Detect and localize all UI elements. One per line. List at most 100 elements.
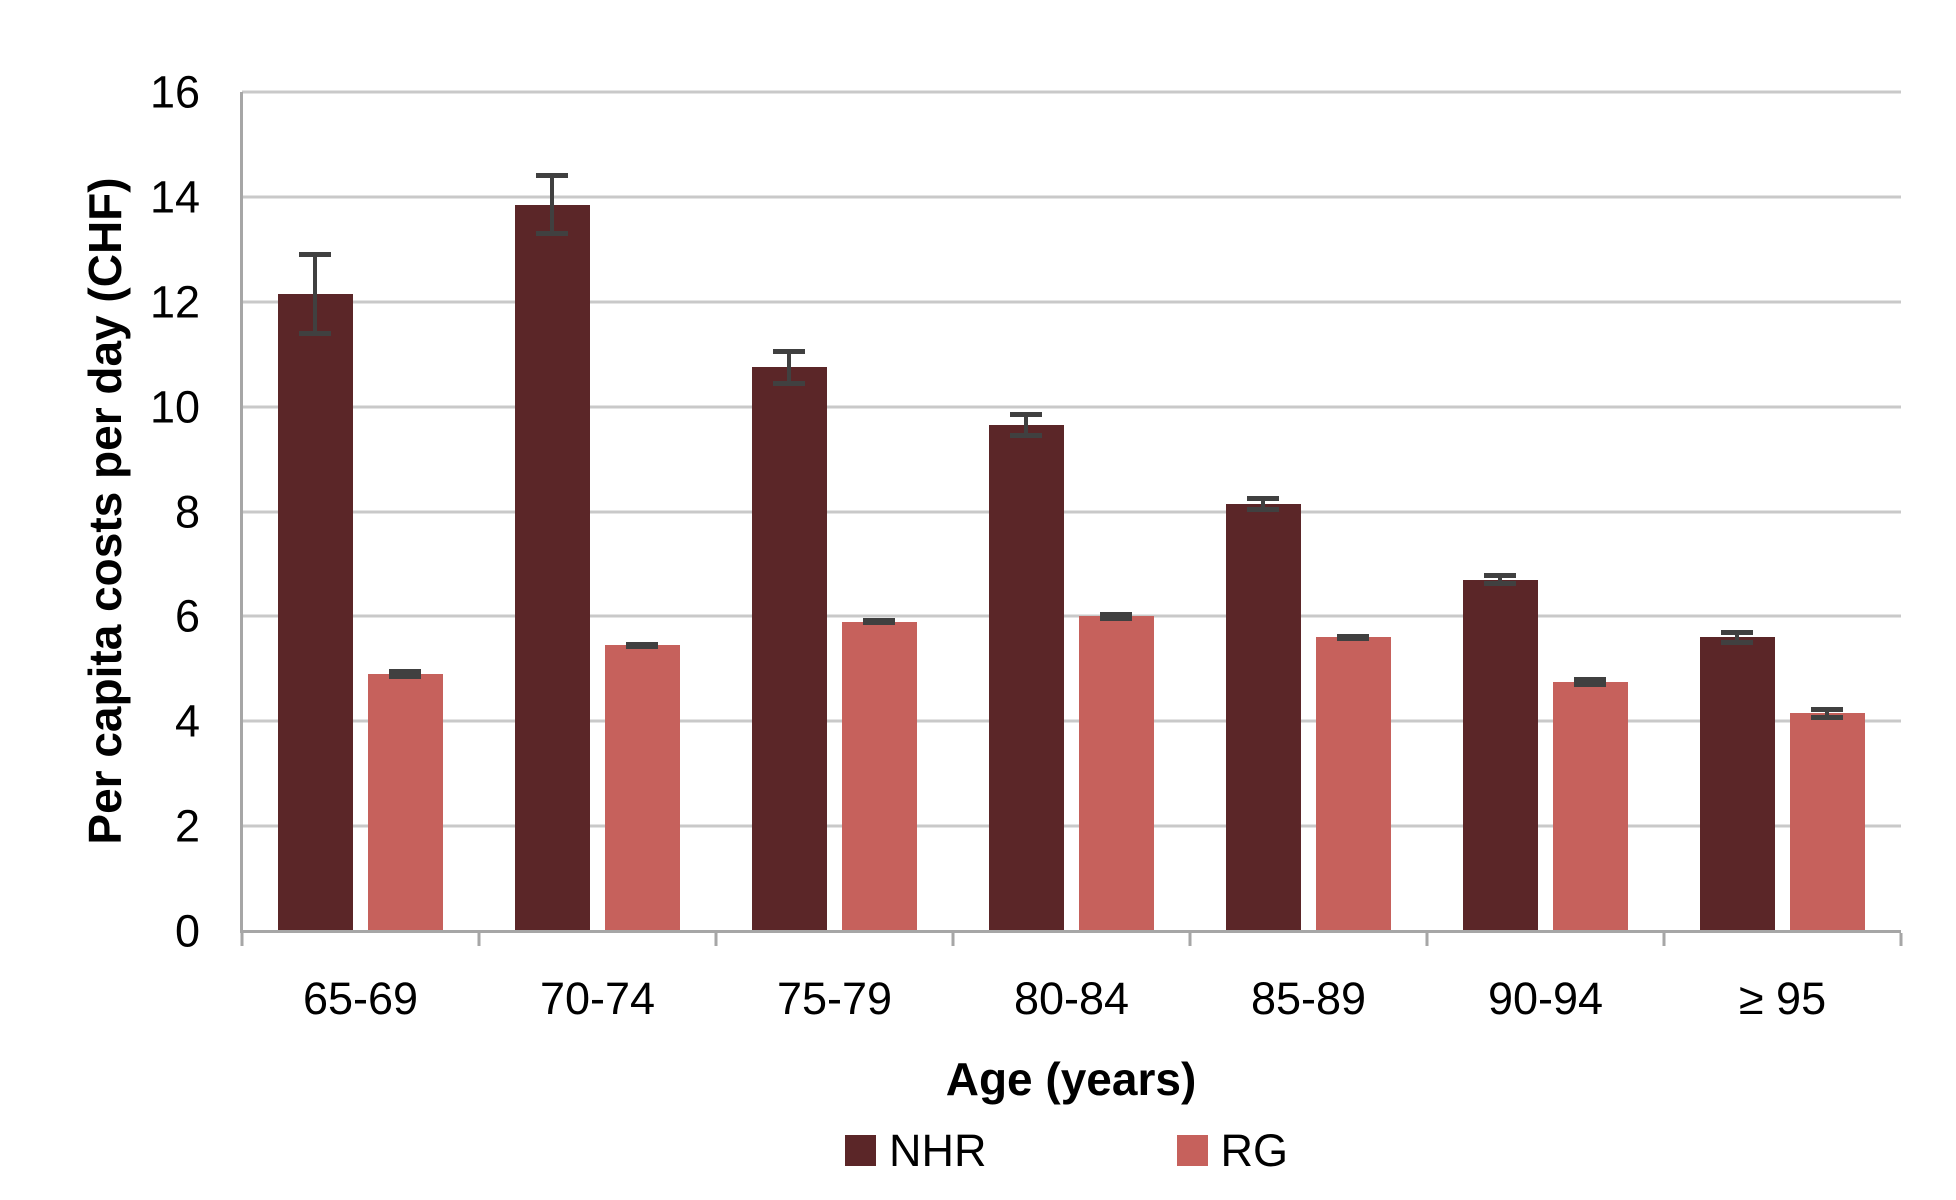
bar-rg [842,621,917,931]
x-axis-line [240,930,1901,933]
error-bar-stem [787,348,792,386]
x-tick-label: 90-94 [1487,973,1604,1024]
bar-group-90-94 [1427,92,1664,931]
bar-nhr [752,367,827,931]
error-bar-nhr [1247,495,1280,512]
error-bar-nhr [536,173,569,237]
error-bar-cap-bottom [626,643,659,649]
bar-group-70-74 [479,92,716,931]
error-bar-stem [1498,573,1503,586]
error-bar-rg [1574,676,1607,688]
bar-nhr [989,424,1064,931]
error-bar-cap-bottom [1574,682,1607,688]
x-tick-mark [240,933,244,946]
y-tick-label: 12 [149,276,200,328]
bar-nhr [1463,579,1538,931]
gridline-8 [242,510,1901,513]
error-bar-cap-bottom [1247,506,1280,512]
error-bar-cap-bottom [1721,639,1754,645]
x-tick-mark [477,933,481,946]
x-tick-mark [951,933,955,946]
x-tick-mark [1662,933,1666,946]
error-bar-cap-bottom [1100,616,1133,622]
bar-rg [1790,713,1865,931]
legend-item-nhr: NHR [845,1128,987,1173]
error-bar-stem [1024,411,1029,439]
x-tick-label: 80-84 [1013,973,1130,1024]
legend-item-rg: RG [1176,1125,1289,1176]
plot-area [240,90,1903,946]
error-bar-nhr [773,348,806,386]
error-bar-nhr [1721,630,1754,645]
bar-group-75-79 [716,92,953,931]
error-bar-stem [1825,706,1830,721]
error-bar-nhr [1484,573,1517,586]
x-tick-label: 70-74 [539,973,656,1024]
bar-nhr [1700,637,1775,931]
gridline-14 [242,195,1901,199]
error-bar-rg [1337,633,1370,642]
bar-rg [1553,681,1628,931]
y-tick-label: 4 [174,695,200,747]
x-tick-mark [714,933,718,946]
error-bar-cap-top [1484,573,1517,579]
error-bar-cap-bottom [773,380,806,386]
error-bar-cap-bottom [1811,715,1844,721]
error-bar-cap-bottom [536,231,569,237]
gridline-10 [242,405,1901,409]
x-tick-label: 85-89 [1250,973,1367,1024]
y-tick-label: 2 [174,800,200,852]
gridline-2 [242,824,1901,828]
gridline-4 [242,719,1901,723]
bars-layer [242,92,1901,931]
error-bar-rg [1100,611,1133,622]
error-bar-rg [389,668,422,680]
legend-swatch-nhr [845,1135,876,1166]
bar-rg [368,674,443,931]
y-tick-label: 6 [174,590,200,642]
x-axis-title: Age (years) [945,1053,1197,1105]
error-bar-cap-top [1247,495,1280,501]
error-bar-cap-bottom [1484,580,1517,586]
error-bar-rg [1811,706,1844,721]
error-bar-rg [863,617,896,626]
bar-group-≥ 95 [1664,92,1901,931]
error-bar-cap-top [773,348,806,354]
bar-nhr [515,204,590,931]
legend: NHR RG [845,1128,1288,1173]
y-tick-label: 16 [149,66,200,118]
bar-rg [1316,637,1391,931]
error-bar-cap-top [299,251,332,257]
error-bar-cap-top [1721,630,1754,636]
error-bar-stem [313,251,318,336]
legend-swatch-rg [1176,1135,1208,1166]
error-bar-cap-bottom [863,620,896,626]
error-bar-cap-top [1010,411,1043,417]
x-tick-label: 65-69 [302,973,419,1024]
error-bar-stem [403,668,408,680]
y-tick-label: 10 [149,381,200,433]
error-bar-stem [1735,630,1740,645]
y-axis-line [240,92,243,931]
bar-nhr [278,293,353,931]
y-axis-tick-labels: 0 2 4 6 8 10 12 14 16 [40,70,200,954]
bar-rg [605,645,680,931]
x-tick-mark [1899,933,1903,946]
gridline-12 [242,300,1901,304]
error-bar-cap-bottom [299,330,332,336]
bar-rg [1079,616,1154,931]
bar-group-65-69 [242,92,479,931]
error-bar-cap-top [1811,706,1844,712]
x-tick-mark [1188,933,1192,946]
error-bar-nhr [299,251,332,336]
x-tick-mark [1425,933,1429,946]
legend-label-rg: RG [1220,1125,1289,1176]
error-bar-stem [1588,676,1593,688]
y-tick-label: 8 [174,486,200,537]
error-bar-cap-top [1100,611,1133,617]
bar-nhr [1226,503,1301,931]
error-bar-nhr [1010,411,1043,439]
error-bar-cap-top [1574,676,1607,682]
error-bar-stem [1261,495,1266,512]
